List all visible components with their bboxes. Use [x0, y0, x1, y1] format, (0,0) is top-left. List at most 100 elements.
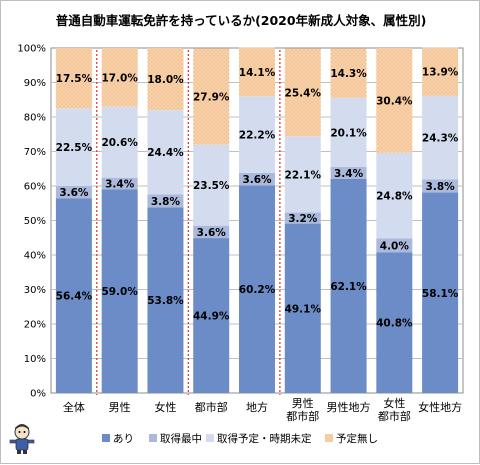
category-label: 女性 [154, 400, 176, 414]
data-label: 24.3% [422, 133, 459, 145]
legend-swatch [149, 434, 157, 442]
data-label: 3.6% [242, 174, 272, 186]
bar-segment [422, 47, 459, 96]
bar-segment [330, 97, 367, 168]
category-label: 女性地方 [418, 400, 462, 414]
data-label: 14.3% [330, 68, 367, 80]
category-label: 都市部 [286, 409, 319, 423]
data-label: 60.2% [239, 284, 276, 296]
data-label: 20.1% [330, 127, 367, 139]
category-label: 全体 [63, 400, 85, 414]
bar-segment [376, 152, 413, 239]
legend-label: 取得最中 [160, 432, 202, 445]
legend-swatch [102, 434, 110, 442]
bar-segment [147, 48, 184, 111]
data-label: 25.4% [285, 88, 322, 100]
bar-segment [55, 198, 92, 393]
data-label: 23.5% [193, 180, 230, 192]
category-label: 男性 [109, 400, 131, 414]
data-label: 14.1% [239, 67, 276, 79]
bar-segment [101, 189, 138, 393]
category-label: 男性地方 [327, 400, 371, 414]
legend-label: 予定無し [336, 432, 378, 445]
mascot-logo [7, 421, 37, 455]
bar-segment [193, 238, 230, 393]
data-label: 18.0% [147, 74, 184, 86]
data-label: 40.8% [376, 318, 413, 330]
legend-label: あり [113, 433, 134, 445]
data-label: 3.8% [426, 181, 456, 193]
y-tick-label: 50% [24, 216, 46, 227]
bar-segment [330, 178, 367, 393]
bar-segment [330, 48, 367, 98]
category-label: 都市部 [378, 409, 411, 423]
data-label: 13.9% [422, 67, 459, 79]
bar-segment [101, 48, 138, 107]
y-tick-label: 100% [17, 44, 46, 55]
bar-segment [422, 179, 459, 193]
chart-title: 普通自動車運転免許を持っているか(2020年新成人対象、属性別) [56, 13, 427, 28]
data-label: 3.4% [334, 168, 364, 180]
data-label: 3.6% [197, 227, 227, 239]
data-label: 17.0% [101, 72, 138, 84]
y-tick-label: 0% [30, 389, 46, 400]
bar-segment [101, 106, 138, 178]
legend-swatch [206, 434, 214, 442]
bar-segment [376, 48, 413, 153]
data-label: 53.8% [147, 295, 184, 307]
data-label: 17.5% [56, 73, 93, 85]
data-label: 27.9% [193, 91, 230, 103]
data-label: 58.1% [422, 288, 459, 300]
y-tick-label: 30% [24, 285, 46, 296]
bar-segment [376, 252, 413, 393]
bar-segment [284, 48, 321, 137]
legend-label: 取得予定・時期未定 [217, 432, 312, 445]
bar-segment [284, 212, 321, 224]
bar-segment [55, 108, 92, 186]
data-label: 24.8% [376, 191, 413, 203]
bar-segment [422, 95, 459, 180]
category-label: 地方 [246, 400, 268, 414]
data-label: 24.4% [147, 147, 184, 159]
bar-segment [193, 144, 230, 226]
bar-segment [239, 47, 275, 97]
bar-segment [422, 192, 459, 393]
bar-segment [376, 238, 413, 253]
data-label: 30.4% [376, 95, 413, 107]
y-tick-label: 10% [24, 354, 46, 365]
legend-swatch [325, 434, 333, 442]
category-label: 都市部 [195, 400, 228, 414]
bar-segment [147, 110, 184, 195]
bar-segment [147, 194, 184, 208]
data-label: 4.0% [380, 240, 410, 252]
category-label: 女性 [383, 396, 405, 410]
bar-segment [284, 136, 321, 213]
data-label: 3.2% [288, 213, 318, 225]
data-label: 49.1% [285, 303, 322, 315]
bar-segment [55, 48, 92, 109]
data-label: 62.1% [330, 281, 367, 293]
bar-segment [239, 96, 275, 173]
y-tick-label: 70% [24, 147, 46, 158]
data-label: 59.0% [101, 286, 138, 298]
bar-segment [239, 185, 275, 393]
legend: あり 取得最中 取得予定・時期未定 予定無し [102, 432, 378, 445]
category-label: 男性 [292, 396, 314, 410]
y-tick-label: 80% [24, 113, 46, 124]
bar-segment [284, 223, 321, 393]
data-label: 22.5% [56, 142, 93, 154]
bar-segment [147, 207, 184, 393]
data-label: 44.9% [193, 311, 230, 323]
bar-segment [55, 186, 92, 199]
bar-segment [101, 177, 138, 190]
data-label: 20.6% [101, 137, 138, 149]
y-tick-label: 60% [24, 182, 46, 193]
bar-segment [193, 48, 230, 145]
data-label: 22.2% [239, 130, 276, 142]
y-tick-label: 40% [24, 251, 46, 262]
bar-segment [239, 172, 275, 186]
data-label: 3.8% [151, 196, 181, 208]
bar-segment [330, 167, 367, 179]
y-tick-label: 90% [24, 78, 46, 89]
